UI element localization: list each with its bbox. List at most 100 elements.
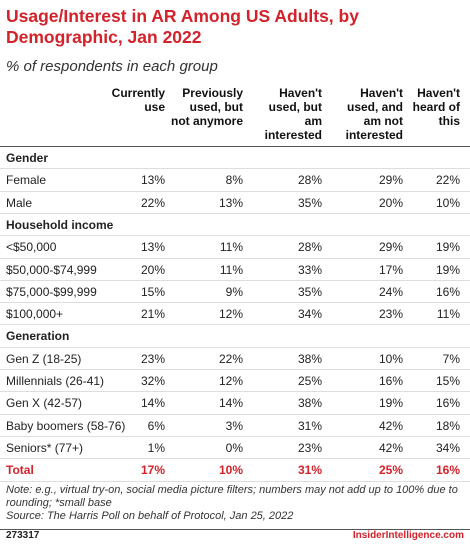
cell: 16% — [435, 284, 460, 299]
row-label: <$50,000 — [6, 240, 57, 255]
cell: 13% — [218, 195, 243, 210]
cell: 19% — [435, 262, 460, 277]
cell: 8% — [225, 173, 243, 188]
section-label: Gender — [6, 151, 49, 165]
row-rule — [0, 324, 470, 326]
cell: 3% — [225, 418, 243, 433]
row-label: Gen X (42-57) — [6, 396, 83, 411]
column-header: Previously used, but not anymore — [171, 86, 244, 128]
cell: 10% — [378, 351, 403, 366]
cell: 22% — [140, 195, 165, 210]
column-header: Currently use — [111, 86, 165, 114]
cell: 22% — [435, 173, 460, 188]
cell: 0% — [225, 440, 243, 455]
cell: 12% — [218, 307, 243, 322]
section-rule — [0, 168, 470, 170]
cell: 23% — [297, 440, 322, 455]
column-header: Haven't used, and am not interested — [345, 86, 403, 142]
footnote: Source: The Harris Poll on behalf of Pro… — [6, 510, 294, 522]
cell: 42% — [378, 440, 403, 455]
row-label: Baby boomers (58-76) — [6, 418, 126, 433]
cell: 31% — [297, 418, 322, 433]
subtitle: % of respondents in each group — [6, 58, 218, 75]
row-rule — [0, 279, 470, 281]
cell: 13% — [140, 173, 165, 188]
cell: 16% — [435, 463, 460, 478]
row-rule — [0, 413, 470, 415]
row-rule — [0, 480, 470, 482]
row-label: Millennials (26-41) — [6, 374, 105, 388]
cell: 12% — [218, 374, 243, 388]
header-rule — [0, 146, 470, 147]
cell: 16% — [378, 374, 403, 388]
cell: 22% — [218, 351, 243, 366]
cell: 29% — [378, 240, 403, 255]
cell: 7% — [442, 351, 460, 366]
cell: 13% — [140, 240, 165, 255]
cell: 31% — [297, 463, 322, 478]
cell: 15% — [435, 374, 460, 388]
cell: 14% — [140, 396, 165, 411]
cell: 10% — [218, 463, 243, 478]
cell: 38% — [297, 396, 322, 411]
section-label: Generation — [6, 329, 70, 344]
cell: 20% — [378, 195, 403, 210]
section-rule — [0, 346, 470, 348]
cell: 16% — [435, 396, 460, 411]
cell: 17% — [378, 262, 403, 277]
cell: 18% — [435, 418, 460, 433]
row-label: Total — [6, 463, 34, 478]
cell: 35% — [297, 284, 322, 299]
column-header: Haven't used, but am interested — [264, 86, 322, 142]
cell: 35% — [297, 195, 322, 210]
cell: 23% — [378, 307, 403, 322]
chart-id: 273317 — [6, 530, 40, 541]
cell: 1% — [147, 440, 165, 455]
cell: 17% — [140, 463, 165, 478]
row-rule — [0, 190, 470, 192]
cell: 11% — [219, 262, 243, 277]
cell: 6% — [147, 418, 165, 433]
row-rule — [0, 369, 470, 370]
row-label: $75,000-$99,999 — [6, 284, 97, 299]
row-label: $50,000-$74,999 — [6, 262, 97, 277]
row-label: Gen Z (18-25) — [6, 351, 82, 366]
row-label: Male — [6, 195, 33, 210]
row-label: $100,000+ — [6, 307, 64, 322]
cell: 10% — [435, 195, 460, 210]
cell: 19% — [378, 396, 403, 411]
title: Usage/Interest in AR Among US Adults, by… — [6, 6, 359, 47]
cell: 20% — [140, 262, 165, 277]
section-rule — [0, 235, 470, 237]
cell: 25% — [378, 463, 403, 478]
row-label: Seniors* (77+) — [6, 440, 84, 455]
cell: 25% — [297, 374, 322, 388]
cell: 34% — [435, 440, 460, 455]
cell: 42% — [378, 418, 403, 433]
cell: 28% — [297, 240, 322, 255]
column-header: Haven't heard of this — [412, 86, 460, 128]
footnote: Note: e.g., virtual try-on, social media… — [6, 484, 458, 509]
cell: 34% — [297, 307, 322, 322]
cell: 28% — [297, 173, 322, 188]
cell: 33% — [297, 262, 322, 277]
row-label: Female — [6, 173, 47, 188]
row-rule — [0, 435, 470, 437]
row-rule — [0, 458, 470, 460]
row-rule — [0, 257, 470, 259]
cell: 19% — [435, 240, 460, 255]
cell: 23% — [140, 351, 165, 366]
note: Note: e.g., virtual try-on, social media… — [6, 484, 468, 523]
row-rule — [0, 391, 470, 393]
section-label: Household income — [6, 217, 114, 232]
brand: InsiderIntelligence.com — [352, 530, 464, 541]
cell: 11% — [436, 307, 460, 322]
cell: 21% — [140, 307, 165, 322]
cell: 38% — [297, 351, 322, 366]
cell: 15% — [140, 284, 165, 299]
cell: 14% — [218, 396, 243, 411]
cell: 32% — [140, 374, 165, 388]
cell: 11% — [219, 240, 243, 255]
cell: 24% — [378, 284, 403, 299]
